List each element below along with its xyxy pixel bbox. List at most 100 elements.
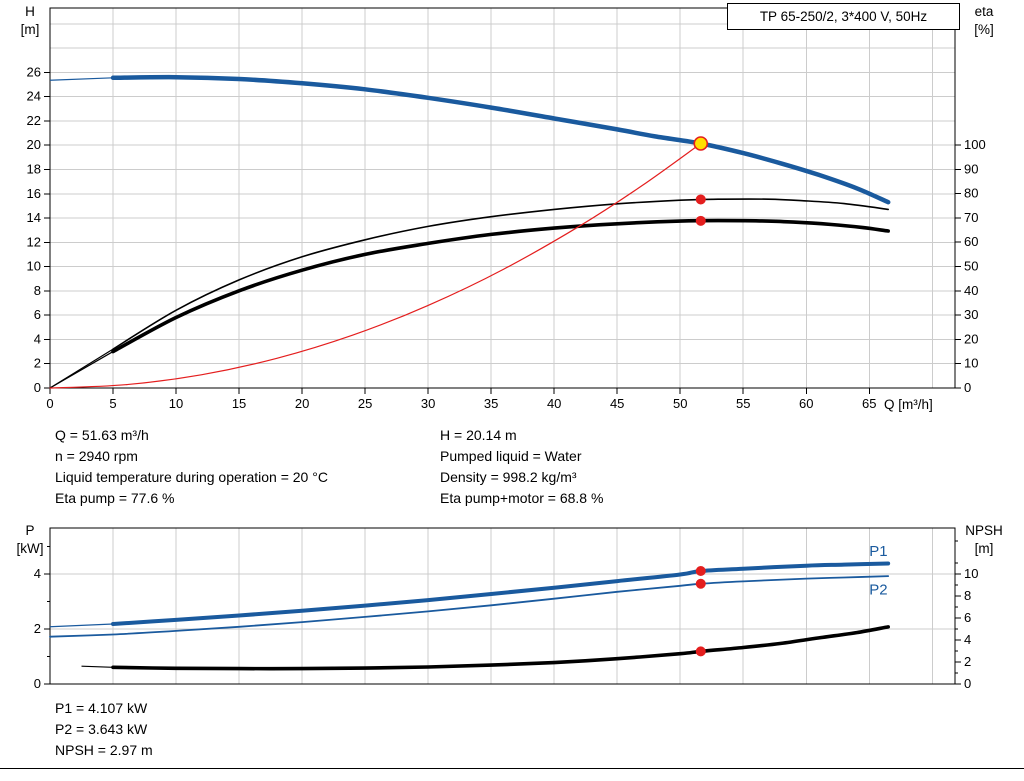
head-eta-chart: 0246810121416182022242601020304050607080… <box>27 7 986 411</box>
plot-frame <box>49 7 956 389</box>
left-tick-label: 22 <box>27 113 41 128</box>
operating-data-left: Q = 51.63 m³/h n = 2940 rpm Liquid tempe… <box>55 425 328 509</box>
x-tick-label: 15 <box>232 396 246 411</box>
duty-point[interactable] <box>693 136 709 151</box>
x-tick-label: 30 <box>421 396 435 411</box>
x-tick-label: 60 <box>799 396 813 411</box>
npsh-point <box>695 646 706 657</box>
axis-ticks <box>44 71 961 394</box>
left-tick-label: 0 <box>34 380 41 395</box>
info-density: Density = 998.2 kg/m³ <box>440 469 577 485</box>
axis-ticks <box>44 540 961 685</box>
footer-p1: P1 = 4.107 kW <box>55 700 148 716</box>
left-tick-label: 12 <box>27 234 41 249</box>
x-tick-label: 50 <box>673 396 687 411</box>
p2-point <box>695 578 706 589</box>
h-axis-label: H <box>25 4 35 19</box>
left-tick-label: 8 <box>34 283 41 298</box>
info-head: H = 20.14 m <box>440 427 517 443</box>
series-label-P2: P2 <box>869 582 887 599</box>
right-tick-label: 60 <box>964 234 978 249</box>
left-tick-label: 4 <box>34 566 41 581</box>
x-tick-label: 55 <box>736 396 750 411</box>
right-tick-label: 2 <box>964 654 971 669</box>
right-tick-label: 80 <box>964 186 978 201</box>
footer-npsh: NPSH = 2.97 m <box>55 742 153 758</box>
axis-tick-labels: 0 2 4 0 2 4 6 8 10 <box>34 566 979 691</box>
left-tick-label: 6 <box>34 307 41 322</box>
left-tick-label: 18 <box>27 161 41 176</box>
left-tick-label: 26 <box>27 64 41 79</box>
right-tick-label: 6 <box>964 610 971 625</box>
curve-head <box>110 74 891 205</box>
curve-head-lead <box>49 77 114 81</box>
gridlines <box>50 528 955 684</box>
right-tick-label: 10 <box>964 356 978 371</box>
x-tick-label: 65 <box>862 396 876 411</box>
right-tick-label: 90 <box>964 161 978 176</box>
q-axis-label: Q [m³/h] <box>884 397 933 412</box>
p-axis-unit: [kW] <box>16 541 44 556</box>
curve-npsh-lead <box>81 665 114 668</box>
series-label-P1: P1 <box>869 543 887 560</box>
info-eta-total: Eta pump+motor = 68.8 % <box>440 490 604 506</box>
eta-pump-motor-point <box>695 215 706 226</box>
npsh-axis-label: NPSH <box>965 523 1003 538</box>
curve-p2 <box>49 575 890 638</box>
left-tick-label: 24 <box>27 89 41 104</box>
x-tick-label: 35 <box>484 396 498 411</box>
curve-eta-pump-motor-lead <box>49 351 114 389</box>
eta-axis-label: eta <box>974 4 994 19</box>
x-tick-label: 10 <box>169 396 183 411</box>
left-tick-label: 2 <box>34 621 41 636</box>
left-tick-label: 4 <box>34 331 41 346</box>
axis-tick-labels: 0246810121416182022242601020304050607080… <box>27 64 986 411</box>
right-tick-label: 100 <box>964 137 986 152</box>
x-tick-label: 0 <box>46 396 53 411</box>
left-tick-label: 2 <box>34 356 41 371</box>
x-tick-label: 25 <box>358 396 372 411</box>
left-tick-label: 16 <box>27 186 41 201</box>
info-liquid: Pumped liquid = Water <box>440 448 582 464</box>
operating-data-right: H = 20.14 m Pumped liquid = Water Densit… <box>440 425 603 509</box>
x-tick-label: 45 <box>610 396 624 411</box>
pump-title-box: TP 65-250/2, 3*400 V, 50Hz <box>727 3 960 30</box>
left-tick-label: 20 <box>27 137 41 152</box>
gridlines <box>50 8 955 388</box>
plot-frame <box>49 527 956 685</box>
right-tick-label: 10 <box>964 566 978 581</box>
curve-npsh <box>111 625 890 671</box>
npsh-axis-unit: [m] <box>974 541 994 556</box>
h-axis-unit: [m] <box>20 22 40 37</box>
curve-p1 <box>111 561 891 627</box>
right-tick-label: 0 <box>964 380 971 395</box>
right-tick-label: 4 <box>964 632 971 647</box>
curve-p1-lead <box>49 623 114 628</box>
left-tick-label: 14 <box>27 210 41 225</box>
footer-divider <box>0 768 1024 769</box>
curve-eta-pump-motor <box>111 218 890 354</box>
eta-pump-point <box>695 194 706 205</box>
curve-eta-pump <box>112 198 889 350</box>
left-tick-label: 10 <box>27 259 41 274</box>
right-tick-label: 8 <box>964 588 971 603</box>
right-tick-label: 50 <box>964 259 978 274</box>
curve-system-curve <box>49 142 702 389</box>
info-flow: Q = 51.63 m³/h <box>55 427 149 443</box>
p1-point <box>695 566 706 577</box>
info-speed: n = 2940 rpm <box>55 448 138 464</box>
x-tick-label: 5 <box>109 396 116 411</box>
power-npsh-chart: 0 2 4 0 2 4 6 8 10 P1 P2 <box>34 527 979 691</box>
power-data: P1 = 4.107 kW P2 = 3.643 kW NPSH = 2.97 … <box>55 698 153 761</box>
right-tick-label: 0 <box>964 676 971 691</box>
left-tick-label: 0 <box>34 676 41 691</box>
info-eta-pump: Eta pump = 77.6 % <box>55 490 175 506</box>
x-tick-label: 20 <box>295 396 309 411</box>
right-tick-label: 30 <box>964 307 978 322</box>
right-tick-label: 20 <box>964 331 978 346</box>
p-axis-label: P <box>25 523 35 538</box>
right-tick-label: 40 <box>964 283 978 298</box>
right-tick-label: 70 <box>964 210 978 225</box>
